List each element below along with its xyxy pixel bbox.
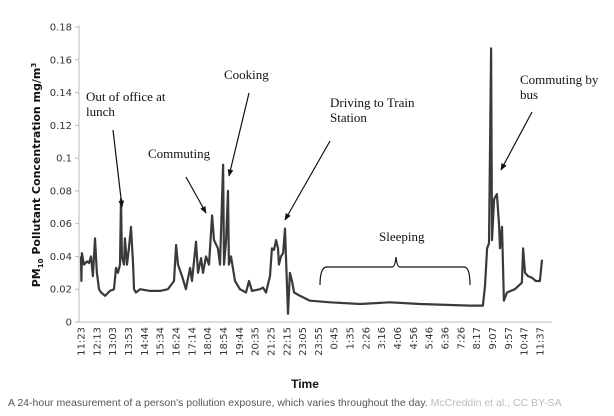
y-tick-label: 0.18 [50,23,72,34]
y-tick-label: 0.02 [50,285,72,296]
x-tick-label: 18:54 [219,327,230,356]
arrow-icon [112,129,125,208]
x-tick-label: 0:45 [330,327,341,349]
annotation-bus: Commuting by bus [500,72,599,171]
x-tick-label: 13:03 [108,327,119,356]
x-tick-label: 11:23 [77,327,88,356]
x-tick-label: 23:55 [314,327,325,356]
x-tick-label: 9:57 [504,327,515,349]
pm10-series-line [79,47,544,315]
x-tick-label: 11:37 [536,327,547,356]
x-tick-label: 5:46 [425,327,436,349]
y-axis-label: PM10 Pollutant Concentration mg/m3 [30,63,45,288]
x-tick-label: 12:13 [92,327,103,356]
x-tick-label: 1:35 [346,327,357,349]
x-tick-label: 6:36 [441,327,452,349]
annotation-text: Driving to Train [330,95,415,110]
arrow-icon [284,140,331,221]
y-tick-label: 0.14 [50,88,72,99]
x-tick-label: 13:53 [124,327,135,356]
annotation-text: lunch [86,104,115,119]
arrow-icon [227,92,250,177]
x-tick-label: 7:26 [456,327,467,349]
x-tick-label: 19:44 [235,327,246,356]
y-tick-label: 0.12 [50,121,72,132]
x-tick-label: 14:44 [140,327,151,356]
annotation-text: Commuting by [520,72,599,87]
y-tick-label: 0.06 [50,219,72,230]
caption-credit: McCreddin et al., CC BY-SA [430,397,562,409]
y-tick-label: 0.04 [50,252,72,263]
annotation-sleeping: Sleeping [319,229,471,286]
arrow-icon [500,111,533,171]
caption-text: A 24-hour measurement of a person's poll… [8,397,428,409]
x-tick-label: 22:15 [282,327,293,356]
x-axis-label: Time [291,377,319,391]
brace-icon [319,256,471,286]
annotation-commuting: Commuting [148,146,211,214]
x-tick-label: 2:26 [361,327,372,349]
y-tick-label: 0.08 [50,186,72,197]
x-tick-label: 23:05 [298,327,309,356]
annotation-driving: Driving to Train Station [284,95,415,221]
y-tick-label: 0.1 [56,154,72,165]
annotation-text: Cooking [224,67,269,82]
x-tick-label: 8:17 [472,327,483,349]
annotation-lunch: Out of office at lunch [86,89,166,208]
annotation-text: Commuting [148,146,211,161]
x-tick-label: 16:24 [171,327,182,356]
annotation-cooking: Cooking [224,67,269,177]
x-tick-label: 17:14 [187,327,198,356]
x-tick-label: 20:35 [251,327,262,356]
arrow-icon [185,176,207,214]
annotation-text: Station [330,110,367,125]
annotation-text: Out of office at [86,89,166,104]
x-tick-label: 9:07 [488,327,499,349]
x-tick-label: 4:06 [393,327,404,349]
x-tick-label: 18:04 [203,327,214,356]
x-tick-label: 4:56 [409,327,420,349]
annotation-text: bus [520,87,538,102]
y-tick-label: 0 [66,318,72,329]
x-tick-label: 10:47 [520,327,531,356]
x-tick-label: 21:25 [266,327,277,356]
figure-caption: A 24-hour measurement of a person's poll… [8,397,562,409]
annotation-text: Sleeping [379,229,425,244]
x-tick-label: 3:16 [377,327,388,349]
pollution-line-chart: 0 0.02 0.04 0.06 0.08 0.1 0.12 0.14 0.16 0.18 11:… [30,23,599,392]
x-tick-label: 15:34 [156,327,167,356]
y-tick-label: 0.16 [50,55,72,66]
